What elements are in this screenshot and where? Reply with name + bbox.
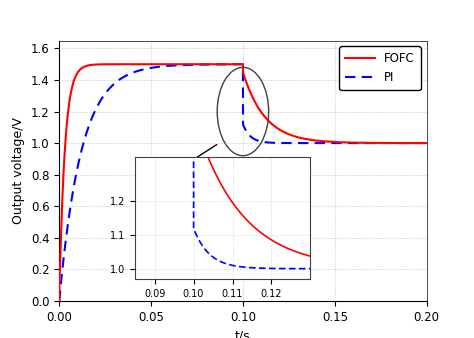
PI (56, 299, 62, 303)
FOFC (128, 62, 134, 66)
PI (424, 141, 429, 145)
FOFC (56, 299, 62, 303)
PI (72, 181, 77, 185)
Line: PI: PI (59, 64, 427, 301)
FOFC (72, 77, 77, 81)
Legend: FOFC, PI: FOFC, PI (339, 46, 421, 90)
FOFC (236, 62, 242, 66)
PI (240, 62, 246, 66)
PI (128, 71, 134, 75)
Y-axis label: Output voltage/V: Output voltage/V (12, 117, 25, 224)
PI (78, 149, 84, 153)
X-axis label: t/s: t/s (235, 329, 251, 338)
PI (236, 62, 242, 66)
FOFC (424, 141, 429, 145)
FOFC (78, 67, 84, 71)
PI (404, 141, 410, 145)
PI (58, 282, 64, 286)
FOFC (240, 62, 246, 66)
FOFC (58, 235, 64, 239)
FOFC (404, 141, 410, 145)
Line: FOFC: FOFC (59, 64, 427, 301)
